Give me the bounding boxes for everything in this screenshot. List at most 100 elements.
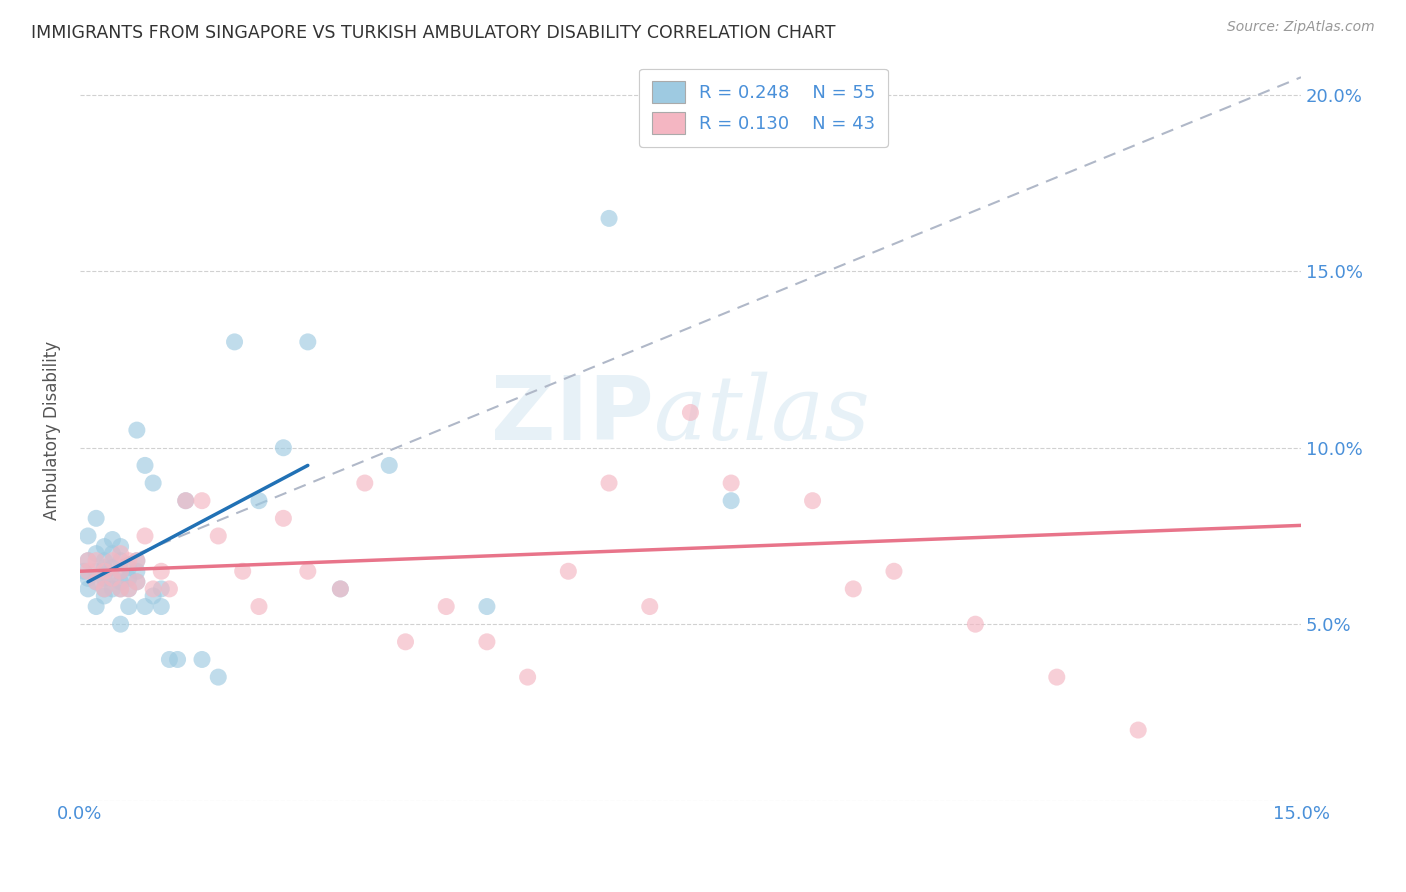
Point <box>353 476 375 491</box>
Point <box>297 564 319 578</box>
Point <box>77 554 100 568</box>
Point <box>475 599 498 614</box>
Point <box>84 599 107 614</box>
Point <box>110 617 132 632</box>
Point <box>329 582 352 596</box>
Point <box>93 582 115 596</box>
Point <box>77 571 100 585</box>
Point <box>118 554 141 568</box>
Point <box>101 533 124 547</box>
Point <box>247 599 270 614</box>
Point <box>273 511 295 525</box>
Point <box>297 334 319 349</box>
Point <box>150 564 173 578</box>
Point <box>134 529 156 543</box>
Point <box>142 582 165 596</box>
Point <box>720 476 742 491</box>
Point <box>101 547 124 561</box>
Point <box>110 564 132 578</box>
Point <box>434 599 457 614</box>
Point <box>134 458 156 473</box>
Point <box>125 554 148 568</box>
Point <box>150 582 173 596</box>
Point <box>93 564 115 578</box>
Point <box>842 582 865 596</box>
Point <box>125 423 148 437</box>
Point <box>118 582 141 596</box>
Point <box>475 635 498 649</box>
Point <box>110 582 132 596</box>
Point <box>125 564 148 578</box>
Point <box>247 493 270 508</box>
Point <box>134 599 156 614</box>
Point <box>110 554 132 568</box>
Point <box>101 571 124 585</box>
Point <box>84 547 107 561</box>
Point <box>118 582 141 596</box>
Point <box>598 211 620 226</box>
Point <box>110 547 132 561</box>
Point <box>84 554 107 568</box>
Point <box>232 564 254 578</box>
Point <box>125 574 148 589</box>
Point <box>77 582 100 596</box>
Point <box>110 540 132 554</box>
Text: atlas: atlas <box>654 372 869 458</box>
Point <box>93 571 115 585</box>
Point <box>110 574 132 589</box>
Point <box>101 582 124 596</box>
Point <box>883 564 905 578</box>
Legend: R = 0.248    N = 55, R = 0.130    N = 43: R = 0.248 N = 55, R = 0.130 N = 43 <box>640 69 889 147</box>
Point <box>118 560 141 574</box>
Point <box>638 599 661 614</box>
Point <box>801 493 824 508</box>
Point <box>118 599 141 614</box>
Point <box>207 670 229 684</box>
Point <box>150 599 173 614</box>
Point <box>598 476 620 491</box>
Point <box>157 652 180 666</box>
Point <box>110 564 132 578</box>
Point <box>125 574 148 589</box>
Point <box>93 554 115 568</box>
Point <box>1046 670 1069 684</box>
Point <box>1128 723 1150 737</box>
Point <box>679 405 702 419</box>
Point <box>84 564 107 578</box>
Point <box>84 574 107 589</box>
Point <box>84 574 107 589</box>
Point <box>110 582 132 596</box>
Point <box>142 476 165 491</box>
Text: ZIP: ZIP <box>491 372 654 458</box>
Point <box>101 554 124 568</box>
Point <box>191 493 214 508</box>
Point <box>720 493 742 508</box>
Point <box>142 589 165 603</box>
Point <box>174 493 197 508</box>
Point <box>73 564 96 578</box>
Point <box>77 564 100 578</box>
Point <box>394 635 416 649</box>
Point <box>93 560 115 574</box>
Point <box>77 529 100 543</box>
Point <box>84 511 107 525</box>
Text: Source: ZipAtlas.com: Source: ZipAtlas.com <box>1227 20 1375 34</box>
Point <box>224 334 246 349</box>
Point <box>93 582 115 596</box>
Point <box>191 652 214 666</box>
Text: IMMIGRANTS FROM SINGAPORE VS TURKISH AMBULATORY DISABILITY CORRELATION CHART: IMMIGRANTS FROM SINGAPORE VS TURKISH AMB… <box>31 24 835 42</box>
Point <box>125 554 148 568</box>
Point <box>118 571 141 585</box>
Point <box>329 582 352 596</box>
Point <box>101 560 124 574</box>
Point <box>516 670 538 684</box>
Point <box>273 441 295 455</box>
Point <box>157 582 180 596</box>
Point <box>166 652 188 666</box>
Point <box>101 571 124 585</box>
Point <box>557 564 579 578</box>
Point <box>965 617 987 632</box>
Point <box>77 554 100 568</box>
Point <box>93 540 115 554</box>
Point <box>207 529 229 543</box>
